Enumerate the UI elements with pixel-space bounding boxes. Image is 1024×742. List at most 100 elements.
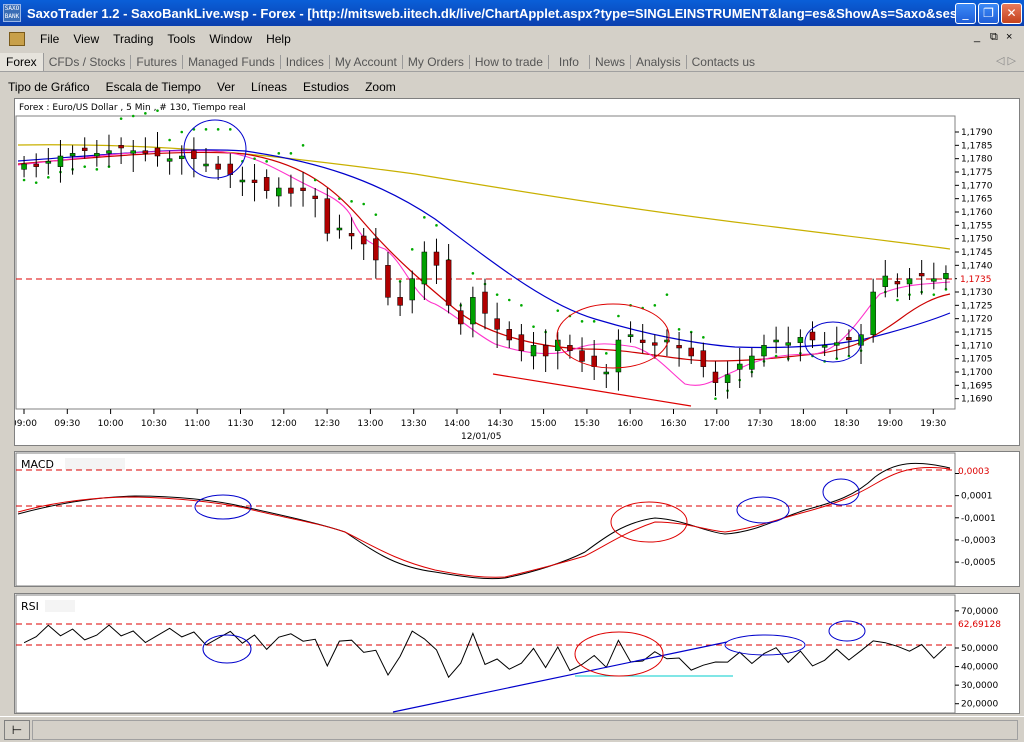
rsi-ellipse-1 — [202, 634, 252, 664]
sar-dot — [604, 352, 608, 355]
candle-body — [324, 198, 331, 234]
chart-menu-time-scale[interactable]: Escala de Tiempo — [105, 80, 201, 94]
candle-body — [288, 187, 294, 194]
price-y-tick-label: 1,1720 — [961, 315, 993, 325]
macd-signal-line — [17, 466, 951, 578]
sar-dot — [835, 357, 839, 360]
candle-body — [94, 153, 100, 157]
macd-ellipse-2 — [610, 501, 688, 543]
candle-body — [785, 342, 791, 346]
divergence-ellipse-annotation — [556, 303, 670, 369]
mdi-close-button[interactable]: × — [1006, 31, 1013, 43]
close-icon: ✕ — [1006, 6, 1017, 20]
tab-how-to-trade[interactable]: How to trade — [470, 54, 549, 69]
chart-menu-view[interactable]: Ver — [216, 80, 235, 94]
price-y-tick-label: 1,1745 — [961, 248, 993, 258]
price-y-tick-label: 1,1780 — [961, 155, 993, 165]
candle-body — [21, 163, 27, 170]
price-y-tick-label: 1,1755 — [961, 221, 993, 231]
price-y-tick-label: 1,1740 — [961, 261, 993, 271]
sar-dot — [932, 293, 936, 296]
chart-menu-studies[interactable]: Estudios — [303, 80, 350, 94]
close-button[interactable]: ✕ — [1001, 3, 1022, 24]
price-x-tick-label: 17:30 — [747, 419, 773, 429]
sar-dot — [204, 128, 208, 131]
tab-info[interactable]: Info — [549, 54, 590, 69]
macd-y-tick-label: -0,0005 — [961, 558, 996, 568]
candle-body — [154, 147, 161, 157]
sar-dot — [180, 130, 184, 134]
candle-body — [203, 163, 209, 167]
sar-dot — [374, 213, 378, 216]
rsi-chart[interactable]: RSI 70,000050,000040,000030,000020,0000 … — [15, 594, 1021, 715]
sar-dot — [774, 354, 778, 358]
chart-menu-lines[interactable]: Líneas — [251, 80, 288, 94]
candle-body — [882, 275, 889, 287]
candle-body — [579, 350, 585, 362]
nav-tabs: Forex CFDs / Stocks Futures Managed Fund… — [0, 52, 1024, 72]
candle-body — [821, 345, 828, 348]
rsi-panel[interactable]: RSI 70,0000 50,0000 40,0000 30,0000 20,0000 … — [14, 593, 1020, 714]
macd-y-tick-label: -0,0001 — [961, 514, 996, 524]
candle-body — [276, 187, 282, 197]
rsi-ellipse-2 — [574, 631, 664, 677]
sar-dot — [702, 336, 705, 339]
tab-my-account[interactable]: My Account — [330, 54, 403, 69]
candle-body — [591, 355, 597, 367]
rsi-y-tick-label: 30,0000 — [961, 681, 998, 691]
menu-tools[interactable]: Tools — [167, 32, 196, 46]
restore-button[interactable]: ❐ — [978, 3, 999, 24]
macd-chart[interactable]: MACD 0,0001 -0,0001 -0,0003 -0,0005 0,0003 — [15, 452, 1021, 588]
status-bar-icon[interactable]: ⊢ — [4, 720, 30, 740]
rsi-label: RSI — [21, 600, 39, 613]
candle-body — [263, 177, 270, 191]
tab-managed-funds[interactable]: Managed Funds — [183, 54, 281, 69]
tab-futures[interactable]: Futures — [131, 54, 184, 69]
tab-my-orders[interactable]: My Orders — [403, 54, 470, 69]
menu-help[interactable]: Help — [266, 32, 291, 46]
sar-dot — [580, 320, 584, 323]
menu-file[interactable]: File — [40, 32, 60, 46]
price-chart[interactable]: Forex : Euro/US Dollar , 5 Min , # 130, … — [11, 99, 1021, 447]
tab-cfds-stocks[interactable]: CFDs / Stocks — [44, 54, 132, 69]
rsi-trendline — [392, 641, 728, 713]
tab-indices[interactable]: Indices — [281, 54, 330, 69]
candle-body — [761, 345, 767, 357]
tab-analysis[interactable]: Analysis — [631, 54, 687, 69]
price-x-tick-label: 16:30 — [661, 419, 687, 429]
document-icon[interactable] — [9, 32, 25, 46]
candle-body — [603, 371, 610, 375]
tab-news[interactable]: News — [590, 54, 631, 69]
price-x-tick-label: 12:30 — [314, 419, 340, 429]
price-x-tick-label: 19:00 — [877, 419, 903, 429]
mdi-minimize-button[interactable]: _ — [974, 31, 981, 43]
parabolic-sar — [22, 109, 948, 400]
sar-dot — [350, 200, 353, 203]
menu-view[interactable]: View — [73, 32, 100, 46]
candle-body — [688, 347, 694, 357]
candle-body — [433, 251, 440, 266]
price-x-tick-label: 17:00 — [704, 419, 730, 429]
candle-body — [834, 342, 840, 346]
sar-dot — [301, 144, 305, 147]
candle-body — [943, 273, 949, 279]
restore-icon: ❐ — [983, 6, 994, 20]
menu-window[interactable]: Window — [209, 32, 253, 46]
window-title: SaxoTrader 1.2 - SaxoBankLive.wsp - Fore… — [27, 5, 957, 21]
tab-contacts-us[interactable]: Contacts us — [691, 54, 756, 69]
mdi-restore-button[interactable]: ⧉ — [990, 31, 998, 43]
menu-trading[interactable]: Trading — [113, 32, 154, 46]
tab-scroll-arrows-icon[interactable]: ◁ ▷ — [996, 55, 1016, 67]
candle-body — [542, 345, 549, 357]
minimize-button[interactable]: _ — [955, 3, 976, 24]
chart-menu-chart-type[interactable]: Tipo de Gráfico — [8, 80, 90, 94]
chart-menu-zoom[interactable]: Zoom — [365, 80, 396, 94]
macd-label: MACD — [21, 458, 54, 471]
title-bar[interactable]: SAXO BANK SaxoTrader 1.2 - SaxoBankLive.… — [0, 0, 1024, 26]
candle-body — [385, 265, 391, 298]
sar-dot — [22, 178, 26, 182]
sar-dot — [665, 293, 669, 296]
tab-forex[interactable]: Forex — [0, 52, 44, 71]
price-chart-panel[interactable]: Forex : Euro/US Dollar , 5 Min , # 130, … — [11, 98, 1021, 447]
macd-panel[interactable]: MACD 0,0001 -0,0001 -0,0003 -0,0005 0,0003 — [14, 451, 1020, 587]
